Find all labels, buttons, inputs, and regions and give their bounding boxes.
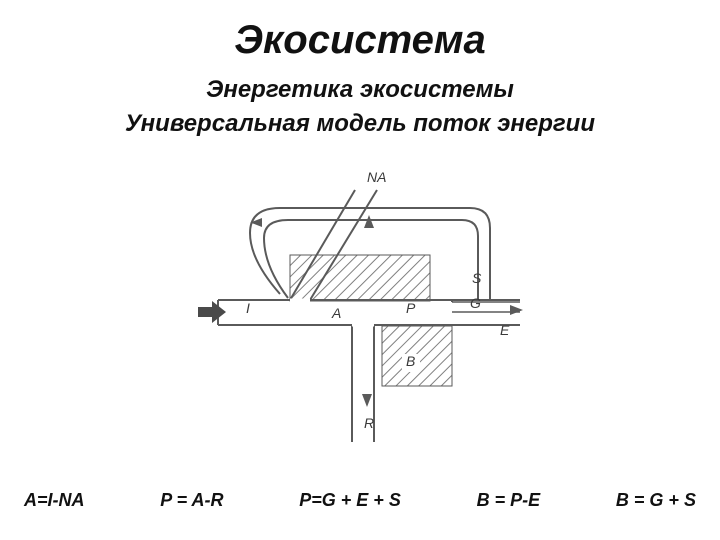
formula-row: A=I-NA P = A-R P=G + E + S B = P-E B = G… [0, 490, 720, 511]
formula-3: P=G + E + S [299, 490, 401, 511]
formula-2: P = A-R [160, 490, 223, 511]
page: Экосистема Энергетика экосистемы Универс… [0, 0, 720, 540]
diagram-svg: I A P G E S NA R B [170, 170, 550, 460]
svg-text:R: R [364, 415, 374, 431]
energy-flow-diagram: I A P G E S NA R B [170, 170, 550, 460]
page-title: Экосистема [0, 18, 720, 63]
svg-text:E: E [500, 322, 510, 338]
title-main: Экосистема [234, 18, 486, 62]
svg-text:NA: NA [367, 170, 386, 185]
svg-text:P: P [406, 300, 416, 316]
subtitle-2: Универсальная модель поток энергии [0, 110, 720, 138]
formula-5: B = G + S [616, 490, 696, 511]
subtitle-1: Энергетика экосистемы [0, 76, 720, 104]
svg-text:G: G [470, 295, 481, 311]
svg-text:S: S [472, 270, 482, 286]
svg-text:I: I [246, 300, 250, 316]
svg-text:B: B [406, 353, 415, 369]
svg-text:A: A [331, 305, 341, 321]
formula-1: A=I-NA [24, 490, 85, 511]
subtitle-2-text: Универсальная модель поток энергии [125, 110, 595, 137]
subtitle-1-text: Энергетика экосистемы [206, 76, 514, 103]
formula-4: B = P-E [477, 490, 541, 511]
